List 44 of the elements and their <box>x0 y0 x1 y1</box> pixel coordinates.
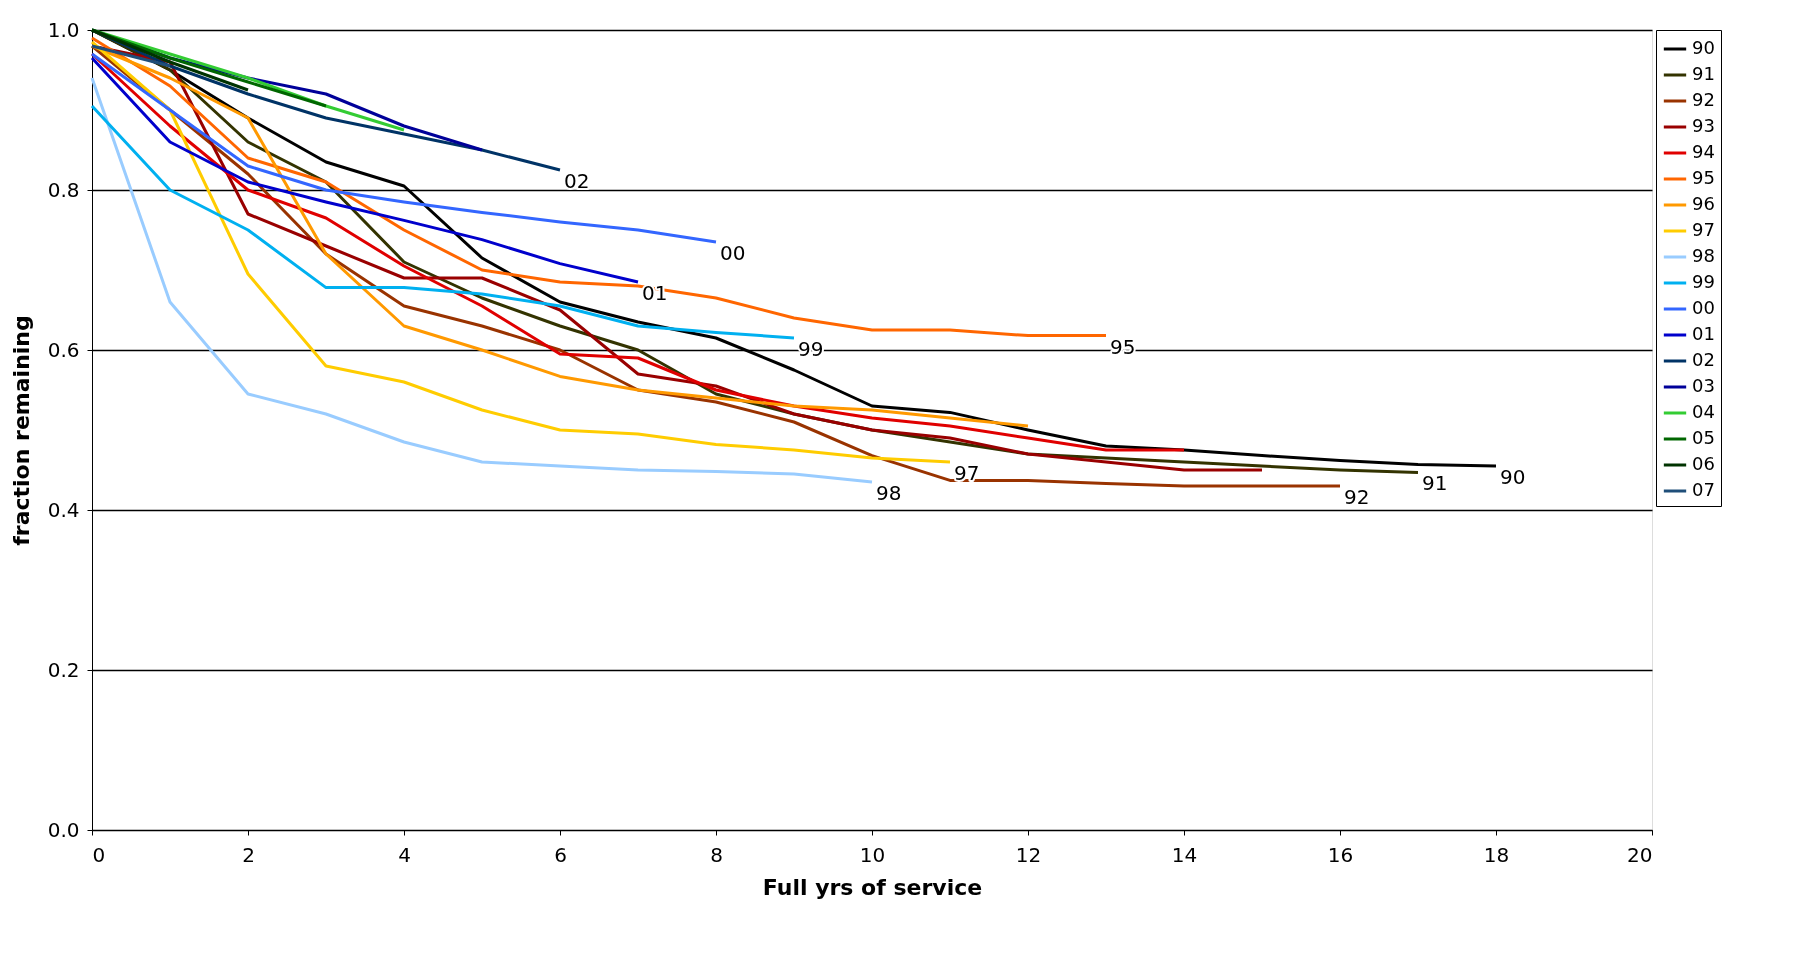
x-tick-label: 12 <box>1015 842 1042 867</box>
annotation: 00 <box>720 241 746 265</box>
legend-label: 00 <box>1692 297 1715 318</box>
annotation: 97 <box>954 461 980 485</box>
legend-label: 91 <box>1692 63 1715 84</box>
x-tick-label: 16 <box>1327 842 1354 867</box>
legend-label: 93 <box>1692 115 1715 136</box>
legend-label: 02 <box>1692 349 1715 370</box>
legend-label: 05 <box>1692 427 1715 448</box>
x-tick-label: 4 <box>398 842 411 867</box>
legend-label: 92 <box>1692 89 1715 110</box>
legend-label: 94 <box>1692 141 1715 162</box>
y-axis-title: fraction remaining <box>8 315 34 546</box>
x-tick-label: 18 <box>1483 842 1510 867</box>
legend-label: 96 <box>1692 193 1715 214</box>
legend-label: 03 <box>1692 375 1715 396</box>
y-tick-label: 0.4 <box>47 497 80 522</box>
annotation: 02 <box>564 169 590 193</box>
x-tick-label: 20 <box>1627 842 1653 867</box>
legend-label: 99 <box>1692 271 1715 292</box>
y-tick-label: 0.6 <box>47 337 80 362</box>
x-tick-label: 14 <box>1171 842 1198 867</box>
x-tick-label: 8 <box>710 842 723 867</box>
legend-label: 95 <box>1692 167 1715 188</box>
x-axis-title: Full yrs of service <box>762 874 983 900</box>
y-tick-label: 0.8 <box>47 177 80 202</box>
annotation: 98 <box>876 481 902 505</box>
annotation: 90 <box>1500 465 1526 489</box>
legend-label: 90 <box>1692 37 1715 58</box>
y-tick-label: 1.0 <box>47 17 80 42</box>
y-tick-label: 0.0 <box>47 817 80 842</box>
legend-label: 97 <box>1692 219 1715 240</box>
annotation: 92 <box>1344 485 1370 509</box>
legend-label: 01 <box>1692 323 1715 344</box>
legend-label: 04 <box>1692 401 1715 422</box>
x-tick-label: 6 <box>554 842 567 867</box>
x-tick-label: 2 <box>242 842 255 867</box>
x-tick-label: 10 <box>859 842 886 867</box>
y-tick-label: 0.2 <box>47 657 80 682</box>
annotation: 91 <box>1422 471 1448 496</box>
legend-label: 06 <box>1692 453 1715 474</box>
legend-label: 98 <box>1692 245 1715 266</box>
legend-label: 07 <box>1692 479 1715 500</box>
x-tick-label: 0 <box>92 842 106 867</box>
